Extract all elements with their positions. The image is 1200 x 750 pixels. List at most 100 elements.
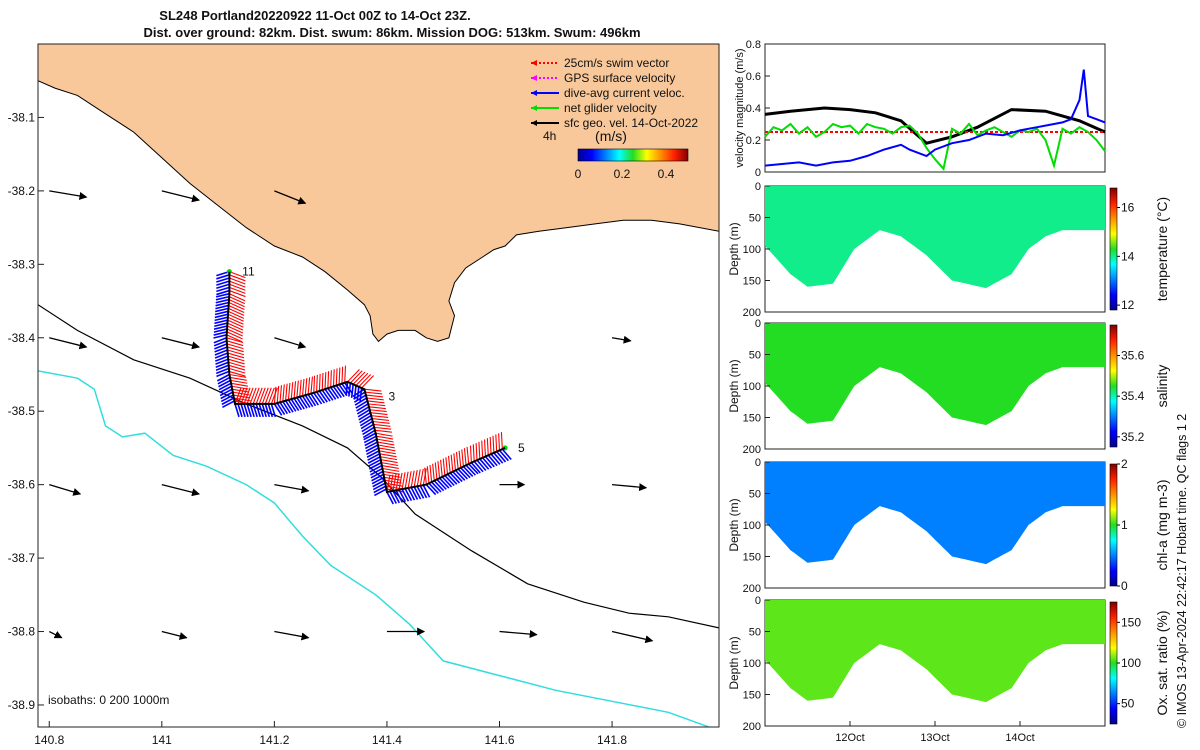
swim-vector-70: [310, 376, 313, 394]
current-vector-65: [296, 397, 305, 410]
swim-vector-8: [228, 296, 245, 305]
swim-vector-83: [347, 369, 360, 383]
salinity-colorbar: [1109, 324, 1118, 448]
swim-vector-68: [304, 378, 308, 396]
current-vector-49: [249, 403, 255, 418]
swim-vector-161: [489, 436, 492, 455]
swim-vector-137: [424, 467, 427, 485]
swim-vector-94: [368, 403, 386, 407]
track-start: [226, 269, 232, 275]
current-vector-106: [364, 438, 378, 447]
current-vector-15: [214, 316, 229, 322]
current-vector-74: [321, 389, 331, 402]
map-panel: 11 3 5 140.8 141 141.2 141.4 141.6 141.8 -38.1 -3…: [8, 43, 720, 747]
swim-vector-146: [447, 455, 451, 474]
swim-vector-46: [240, 387, 248, 405]
current-vector-36: [218, 379, 231, 388]
legend-arrow-0: [531, 60, 537, 66]
swim-vector-69: [307, 377, 311, 395]
current-vector-154: [470, 462, 481, 474]
swim-vector-150: [458, 450, 462, 468]
oxygen-cb-tick-1: 100: [1121, 656, 1141, 670]
current-vector-143: [441, 476, 453, 488]
swim-vector-90: [365, 391, 383, 395]
swim-vector-23: [226, 340, 244, 347]
oxygen-ytick-0: 0: [755, 595, 761, 607]
current-vector-84: [348, 382, 352, 397]
temperature-colorbar: [1109, 187, 1118, 311]
temperature-ytick-1: 50: [749, 213, 761, 225]
swim-vector-15: [227, 316, 244, 325]
current-vector-76: [327, 387, 337, 400]
sfc-vector-3: [49, 337, 88, 350]
current-vector-9: [215, 298, 230, 304]
swim-vector-82: [344, 365, 347, 383]
current-vector-43: [222, 400, 235, 409]
swim-vector-60: [282, 384, 285, 402]
current-vector-104: [363, 432, 377, 441]
current-vector-120: [372, 479, 386, 488]
swim-vector-53: [261, 387, 269, 405]
swim-vector-51: [255, 387, 263, 405]
swim-vector-147: [450, 454, 454, 472]
sfc-vector-11: [612, 483, 648, 492]
vel-ytick-4: 0.8: [746, 39, 761, 51]
temperature-ytick-2: 100: [743, 244, 761, 256]
swim-vector-56: [270, 387, 278, 405]
oxygen-colorbar: [1109, 601, 1118, 725]
current-vector-155: [473, 460, 484, 473]
current-vector-139: [431, 481, 442, 493]
swim-vector-93: [367, 400, 385, 404]
current-vector-131: [407, 487, 416, 501]
swim-vector-33: [228, 370, 246, 377]
swim-vector-36: [230, 379, 248, 384]
swim-vector-101: [373, 423, 391, 427]
current-vector-60: [282, 401, 291, 414]
swim-vector-21: [226, 334, 243, 343]
sfc-vector-16: [499, 630, 538, 639]
current-vector-159: [484, 455, 495, 468]
swim-vector-58: [276, 386, 280, 404]
oxygen-ytick-1: 50: [749, 627, 761, 639]
current-vector-51: [255, 403, 261, 418]
swim-vectors: [213, 269, 512, 505]
current-vector-5: [216, 286, 230, 293]
swim-vector-134: [416, 469, 421, 487]
swim-vector-84: [349, 370, 363, 384]
swim-vector-135: [419, 468, 424, 486]
current-vector-20: [213, 331, 228, 336]
chla-ytick-2: 100: [743, 520, 761, 532]
sfc-vector-8: [161, 484, 200, 497]
current-vector-101: [361, 423, 374, 433]
map-xtick-0: 140.8: [34, 733, 64, 747]
current-vector-44: [234, 403, 240, 418]
current-vector-72: [315, 391, 326, 404]
current-vector-136: [422, 484, 431, 498]
swim-vector-25: [227, 346, 244, 353]
swim-vector-108: [377, 444, 395, 449]
swim-vector-120: [384, 479, 402, 484]
current-vector-151: [462, 465, 474, 477]
current-vector-68: [304, 394, 314, 408]
swim-vector-109: [378, 447, 396, 452]
sfc-vector-5: [274, 337, 307, 349]
isobath-1000m: [38, 370, 712, 727]
current-vector-29: [215, 358, 229, 365]
current-vector-160: [487, 454, 498, 467]
sfc-vector-0: [49, 190, 88, 200]
swim-vector-138: [426, 466, 430, 484]
swim-vector-66: [299, 379, 302, 397]
swim-vector-7: [229, 293, 246, 302]
swim-vector-38: [231, 385, 249, 390]
swim-vector-144: [442, 458, 446, 476]
chla-cb-tick-2: 2: [1121, 457, 1128, 471]
swim-vector-142: [437, 461, 441, 479]
swim-vector-59: [279, 385, 283, 403]
current-vector-113: [368, 458, 382, 467]
current-vector-114: [368, 461, 382, 470]
legend-arrow-4: [531, 120, 537, 126]
salinity-ytick-1: 50: [749, 350, 761, 362]
swim-vector-102: [374, 426, 392, 430]
swim-vector-54: [264, 387, 272, 405]
